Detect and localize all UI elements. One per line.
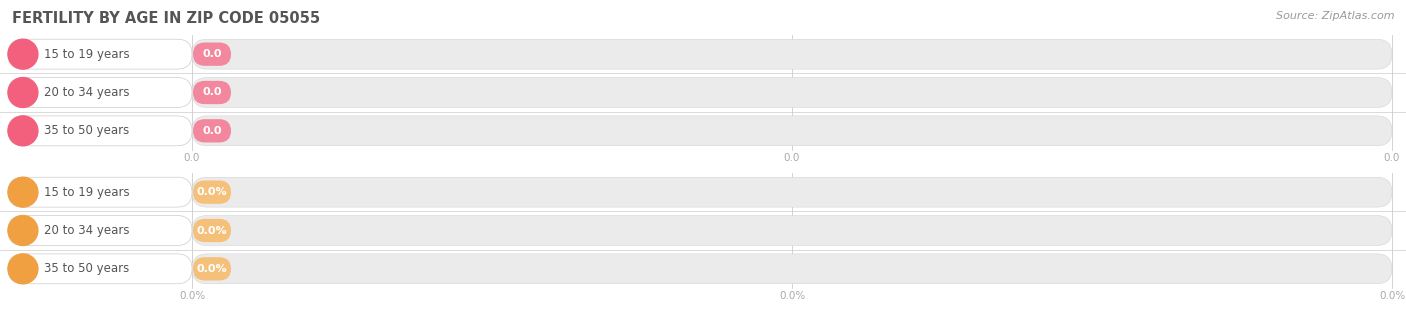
- Text: 15 to 19 years: 15 to 19 years: [44, 48, 129, 61]
- Text: FERTILITY BY AGE IN ZIP CODE 05055: FERTILITY BY AGE IN ZIP CODE 05055: [13, 11, 321, 26]
- Text: 0.0: 0.0: [202, 126, 222, 136]
- FancyBboxPatch shape: [193, 116, 1392, 146]
- Text: 0.0: 0.0: [783, 153, 800, 163]
- Text: 0.0: 0.0: [202, 49, 222, 59]
- FancyBboxPatch shape: [193, 77, 1392, 108]
- Text: Source: ZipAtlas.com: Source: ZipAtlas.com: [1277, 11, 1395, 21]
- Text: 0.0%: 0.0%: [179, 291, 205, 301]
- FancyBboxPatch shape: [193, 42, 231, 66]
- FancyBboxPatch shape: [8, 177, 193, 207]
- Circle shape: [8, 116, 38, 146]
- Text: 20 to 34 years: 20 to 34 years: [44, 86, 129, 99]
- Text: 15 to 19 years: 15 to 19 years: [44, 186, 129, 199]
- FancyBboxPatch shape: [193, 180, 231, 204]
- Text: 0.0: 0.0: [1384, 153, 1400, 163]
- Circle shape: [8, 254, 38, 284]
- Circle shape: [8, 77, 38, 108]
- FancyBboxPatch shape: [193, 219, 231, 242]
- Text: 0.0%: 0.0%: [197, 225, 228, 235]
- Circle shape: [8, 215, 38, 246]
- Text: 0.0: 0.0: [184, 153, 200, 163]
- FancyBboxPatch shape: [193, 254, 1392, 284]
- Text: 35 to 50 years: 35 to 50 years: [44, 262, 129, 275]
- FancyBboxPatch shape: [8, 215, 193, 246]
- FancyBboxPatch shape: [8, 39, 193, 69]
- Text: 0.0%: 0.0%: [779, 291, 806, 301]
- FancyBboxPatch shape: [193, 177, 1392, 207]
- Text: 0.0%: 0.0%: [197, 264, 228, 274]
- Text: 0.0%: 0.0%: [197, 187, 228, 197]
- FancyBboxPatch shape: [193, 39, 1392, 69]
- Text: 20 to 34 years: 20 to 34 years: [44, 224, 129, 237]
- FancyBboxPatch shape: [193, 257, 231, 280]
- FancyBboxPatch shape: [8, 254, 193, 284]
- Circle shape: [8, 177, 38, 207]
- FancyBboxPatch shape: [8, 116, 193, 146]
- Text: 0.0: 0.0: [202, 87, 222, 98]
- Text: 0.0%: 0.0%: [1379, 291, 1405, 301]
- FancyBboxPatch shape: [193, 215, 1392, 246]
- FancyBboxPatch shape: [8, 77, 193, 108]
- FancyBboxPatch shape: [193, 119, 231, 142]
- FancyBboxPatch shape: [193, 81, 231, 104]
- Circle shape: [8, 39, 38, 69]
- Text: 35 to 50 years: 35 to 50 years: [44, 124, 129, 137]
